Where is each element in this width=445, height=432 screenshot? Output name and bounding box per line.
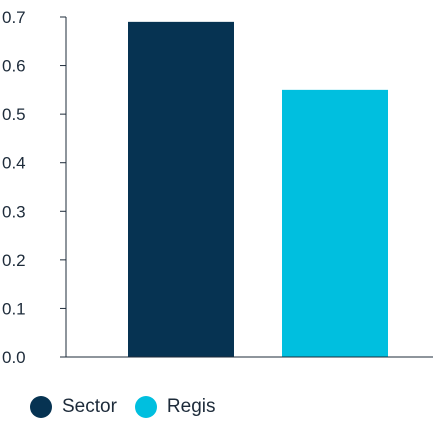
y-tick-label: 0.7 — [2, 8, 26, 27]
y-tick-label: 0.1 — [2, 299, 26, 318]
chart-legend: Sector Regis — [30, 396, 234, 418]
y-tick-label: 0.3 — [2, 202, 26, 221]
y-tick-label: 0.0 — [2, 348, 26, 367]
legend-swatch-sector — [30, 396, 52, 418]
y-tick-label: 0.5 — [2, 105, 26, 124]
bar-sector — [128, 21, 234, 357]
y-tick-label: 0.6 — [2, 57, 26, 76]
y-tick-label: 0.2 — [2, 251, 26, 270]
legend-item-regis: Regis — [134, 396, 216, 418]
legend-item-sector: Sector — [30, 396, 117, 418]
y-tick-label: 0.4 — [2, 154, 26, 173]
bar-series — [128, 21, 388, 357]
legend-swatch-regis — [134, 396, 157, 418]
y-axis-ticks: 0.0 0.1 0.2 0.3 0.4 0.5 0.6 0.7 — [2, 8, 66, 367]
legend-label-sector: Sector — [62, 396, 117, 417]
bar-regis — [282, 89, 388, 357]
legend-label-regis: Regis — [166, 396, 216, 417]
